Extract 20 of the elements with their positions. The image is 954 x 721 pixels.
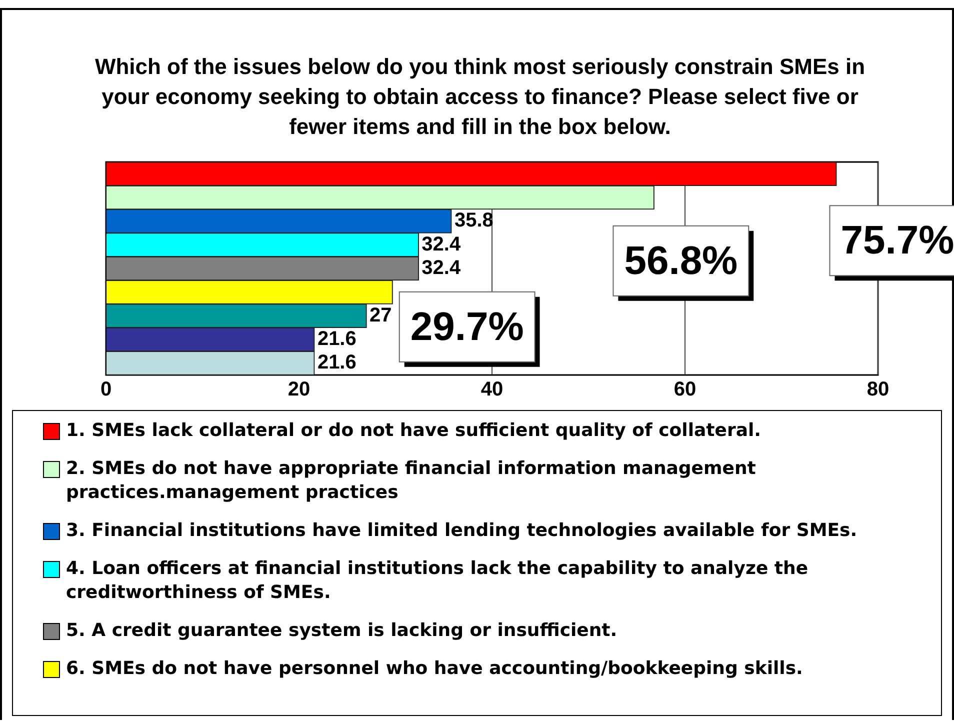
x-tick-label: 60 xyxy=(674,378,696,401)
x-tick-label: 40 xyxy=(480,378,504,401)
data-label: 32.4 xyxy=(422,257,462,280)
x-tick-label: 80 xyxy=(866,378,890,401)
data-label: 21.6 xyxy=(317,352,356,374)
data-label: 21.6 xyxy=(317,328,356,350)
chart-title: Which of the issues below do you think most seriously constrain SMEs in your economy seeking to obtain access to finance? Please select five or fewer items and fill in the box below. xyxy=(94,53,866,141)
data-label: 32.4 xyxy=(422,233,462,256)
data-label: 27 xyxy=(370,304,392,326)
legend-label: 3. Financial institutions have limited lending technologies available for SMEs. xyxy=(66,519,858,543)
x-tick-label: 20 xyxy=(288,378,310,401)
annotation: 29.7% xyxy=(410,304,524,349)
legend-label: 1. SMEs lack collateral or do not have sufficient quality of collateral. xyxy=(66,419,762,443)
x-tick-label: 0 xyxy=(100,378,112,401)
annotation: 75.7% xyxy=(840,218,954,263)
legend-label: 4. Loan officers at financial institutions lack the capability to analyze the creditworthiness of SMEs. xyxy=(66,557,810,605)
annotation: 56.8% xyxy=(624,238,738,283)
legend-label: 2. SMEs do not have appropriate financial information management practices.management practices xyxy=(66,457,757,505)
legend-label: 5. A credit guarantee system is lacking or insufficient. xyxy=(66,619,618,643)
legend-label: 6. SMEs do not have personnel who have accounting/bookkeeping skills. xyxy=(66,657,803,681)
